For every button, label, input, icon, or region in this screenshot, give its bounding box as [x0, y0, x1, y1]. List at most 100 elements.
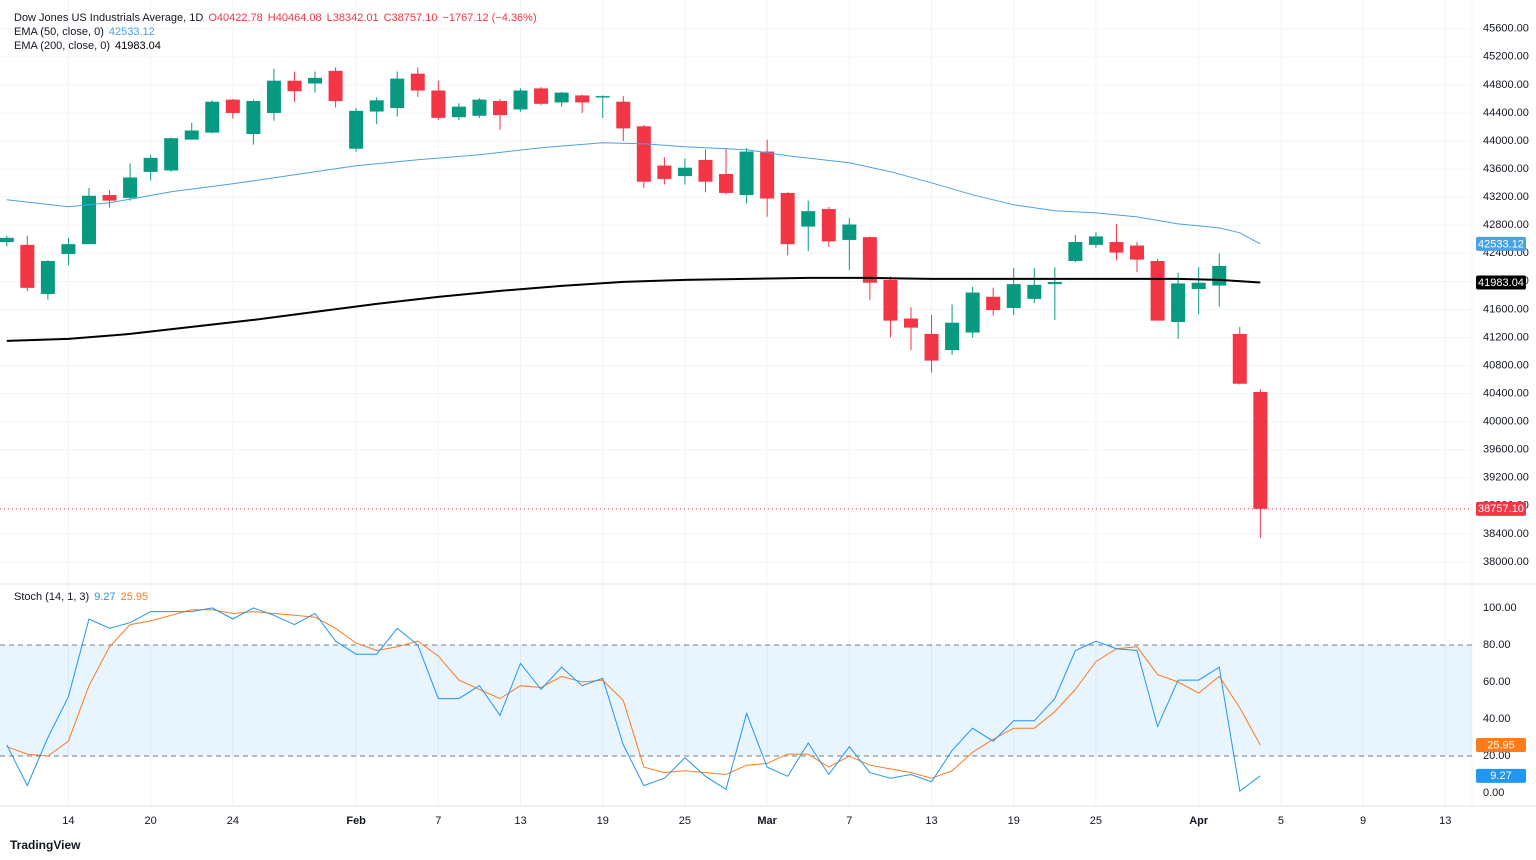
x-tick-label: 25	[1090, 815, 1102, 827]
ema-line	[6, 142, 1261, 245]
x-tick-label: 24	[227, 815, 239, 827]
candle-body	[698, 159, 713, 182]
candle-body	[595, 96, 610, 98]
candle-body	[616, 101, 631, 129]
candle-body	[1088, 236, 1103, 245]
candle-body	[492, 101, 507, 116]
x-tick-label: 13	[925, 815, 937, 827]
candle-body	[719, 173, 734, 193]
candle-body	[20, 244, 35, 288]
legend-value: 41983.04	[115, 40, 161, 52]
last-close-label: 38757.10	[1478, 503, 1524, 515]
x-tick-label: Feb	[346, 815, 366, 827]
stoch-legend: Stoch (14, 1, 3) 9.27 25.95	[14, 591, 153, 605]
legend-title: Dow Jones US Industrials Average, 1D	[14, 12, 204, 24]
y-tick-label: 20.00	[1483, 750, 1511, 762]
y-tick-label: 100.00	[1483, 602, 1517, 614]
candle-body	[123, 177, 138, 198]
candle-body	[287, 80, 302, 92]
candle-body	[225, 99, 240, 113]
y-tick-label: 40.00	[1483, 713, 1511, 725]
ema-line	[6, 276, 1261, 342]
candle-body	[349, 110, 364, 149]
x-tick-label: 14	[62, 815, 74, 827]
candle-body	[102, 195, 117, 201]
legend-value: 9.27	[94, 591, 116, 603]
candle-body	[821, 209, 836, 242]
candle-body	[1253, 391, 1268, 509]
y-tick-label: 43600.00	[1483, 163, 1529, 175]
y-tick-label: 45600.00	[1483, 23, 1529, 35]
y-tick-label: 60.00	[1483, 676, 1511, 688]
candle-body	[246, 101, 261, 134]
y-tick-label: 40400.00	[1483, 387, 1529, 399]
candle-body	[780, 192, 795, 245]
candle-body	[1006, 284, 1021, 308]
legend-row: EMA (50, close, 0) 42533.12	[14, 26, 542, 40]
y-tick-label: 80.00	[1483, 639, 1511, 651]
candle-body	[184, 130, 199, 140]
ema-value-label-box	[1476, 275, 1526, 290]
y-tick-label: 43200.00	[1483, 191, 1529, 203]
stoch-line	[6, 607, 1261, 792]
y-tick-label: 39200.00	[1483, 472, 1529, 484]
price-legend: Dow Jones US Industrials Average, 1D O404…	[14, 12, 542, 54]
legend-value: 42533.12	[108, 26, 155, 38]
x-tick-label: 19	[1008, 815, 1020, 827]
candle-body	[842, 224, 857, 240]
stoch-line	[6, 609, 1261, 779]
ema-value-label: 41983.04	[1478, 277, 1524, 289]
y-tick-label: 39600.00	[1483, 444, 1529, 456]
candle-body	[739, 151, 754, 196]
y-tick-label: 45200.00	[1483, 51, 1529, 63]
candle-body	[513, 90, 528, 110]
candle-body	[986, 296, 1001, 311]
ohlc-value: O40422.78	[208, 12, 263, 24]
candle-body	[554, 92, 569, 103]
candle-body	[801, 211, 816, 227]
legend-row: EMA (200, close, 0) 41983.04	[14, 40, 542, 54]
candle-body	[883, 279, 898, 321]
legend-entry: EMA (50, close, 0)	[14, 26, 104, 38]
candle-body	[1047, 282, 1062, 285]
x-tick-label: 13	[1439, 815, 1451, 827]
candle-body	[924, 333, 939, 361]
x-tick-label: 7	[846, 815, 852, 827]
stoch-value-label-box	[1476, 737, 1526, 752]
candle-body	[431, 90, 446, 118]
x-tick-label: 13	[514, 815, 526, 827]
y-tick-label: 40800.00	[1483, 359, 1529, 371]
candle-body	[164, 138, 179, 171]
y-tick-label: 44800.00	[1483, 79, 1529, 91]
candle-body	[266, 80, 281, 113]
candle-body	[760, 151, 775, 199]
candle-body	[390, 78, 405, 109]
candle-body	[1027, 284, 1042, 299]
candle-body	[40, 260, 55, 294]
candle-body	[575, 95, 590, 103]
legend-title: Stoch (14, 1, 3)	[14, 591, 90, 603]
candle-body	[472, 99, 487, 116]
candle-body	[1150, 260, 1165, 321]
x-tick-label: 25	[679, 815, 691, 827]
branding: TradingView	[10, 838, 81, 852]
candle-body	[965, 292, 980, 333]
ohlc-value: H40464.08	[267, 12, 322, 24]
y-tick-label: 38400.00	[1483, 528, 1529, 540]
x-tick-label: Apr	[1189, 815, 1209, 827]
y-tick-label: 40000.00	[1483, 416, 1529, 428]
candle-body	[1171, 283, 1186, 323]
candle-body	[410, 73, 425, 91]
candle-body	[61, 244, 76, 254]
candle-body	[451, 106, 466, 118]
candle-body	[903, 318, 918, 328]
candle-body	[205, 101, 220, 133]
x-tick-label: 7	[435, 815, 441, 827]
legend-row: Stoch (14, 1, 3) 9.27 25.95	[14, 591, 153, 605]
x-tick-label: Mar	[757, 815, 777, 827]
y-tick-label: 44400.00	[1483, 107, 1529, 119]
x-tick-label: 9	[1360, 815, 1366, 827]
candle-body	[328, 70, 343, 102]
stoch-value-label-box	[1476, 768, 1526, 783]
ohlc-value: −1767.12 (−4.36%)	[442, 12, 537, 24]
